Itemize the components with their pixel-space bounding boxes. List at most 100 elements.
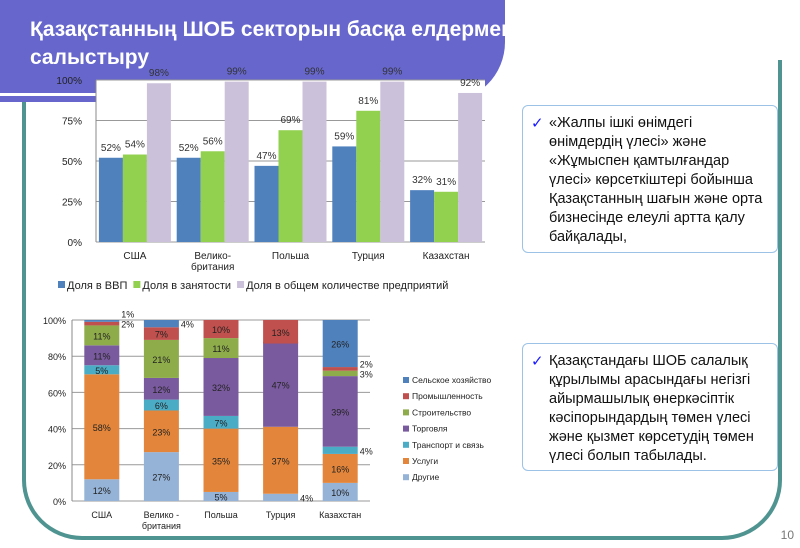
legend-swatch (403, 377, 409, 383)
legend-swatch (403, 458, 409, 464)
bar (254, 165, 279, 242)
stacked-segment (84, 374, 120, 480)
bar (122, 154, 147, 242)
legend-label: Доля в общем количестве предприятий (246, 280, 448, 292)
panel-2-text: Қазақстандағы ШОБ салалық құрылымы арасы… (549, 353, 754, 464)
stacked-segment (203, 415, 239, 429)
legend-label: Доля в занятости (142, 280, 231, 292)
stacked-segment (322, 453, 358, 483)
stacked-segment (203, 338, 239, 359)
bar (278, 130, 303, 242)
text-panel-1: ✓ «Жалпы ішкі өнімдегі өнімдердің үлесі»… (522, 105, 778, 253)
data-label: 4% (300, 493, 313, 503)
data-label: 21% (152, 355, 170, 365)
x-tick-label: Турция (352, 251, 385, 262)
data-label: 2% (360, 359, 373, 369)
data-label: 1% (121, 310, 134, 320)
data-label: 98% (149, 68, 169, 79)
data-label: 26% (331, 340, 349, 350)
legend-label: Транспорт и связь (412, 440, 485, 450)
legend-label: Торговля (412, 424, 448, 434)
stacked-segment (84, 365, 120, 375)
data-label: 5% (95, 366, 108, 376)
data-label: 92% (460, 78, 480, 89)
y-tick-label: 75% (62, 117, 82, 128)
stacked-segment (84, 320, 120, 322)
y-tick-label: 100% (56, 76, 82, 87)
bar (356, 110, 381, 242)
panel-1-text: «Жалпы ішкі өнімдегі өнімдердің үлесі» ж… (549, 115, 763, 245)
bar (224, 81, 249, 243)
x-tick-label: британия (142, 521, 181, 531)
stacked-segment (84, 321, 120, 326)
legend-swatch (237, 281, 245, 288)
data-label: 58% (93, 423, 111, 433)
data-label: 2% (121, 320, 134, 330)
bar (380, 81, 405, 243)
data-label: 3% (360, 369, 373, 379)
data-label: 99% (227, 67, 247, 78)
data-label: 56% (203, 136, 223, 147)
legend-swatch (403, 425, 409, 432)
data-label: 52% (101, 143, 121, 154)
data-label: 12% (152, 385, 170, 395)
data-label: 27% (152, 473, 170, 483)
data-label: 99% (382, 67, 402, 78)
bar (434, 191, 459, 242)
legend-label: Промышленность (412, 391, 483, 401)
bar (146, 83, 171, 243)
bar (458, 92, 483, 243)
data-label: 99% (304, 67, 324, 78)
data-label: 11% (93, 331, 110, 341)
legend-label: Доля в ВВП (67, 280, 127, 292)
stacked-segment (203, 491, 239, 501)
x-tick-label: США (91, 510, 112, 520)
bar (176, 157, 201, 242)
bar (98, 157, 123, 242)
data-label: 47% (256, 151, 276, 162)
data-label: 11% (212, 344, 229, 354)
slide-frame (22, 60, 782, 540)
stacked-segment (84, 345, 120, 366)
checkmark-icon: ✓ (531, 353, 544, 370)
y-tick-label: 0% (53, 497, 66, 507)
stacked-segment (263, 320, 299, 344)
data-label: 81% (358, 96, 378, 107)
legend-label: Услуги (412, 456, 438, 466)
data-label: 23% (152, 427, 170, 437)
x-tick-label: Казахстан (423, 251, 470, 262)
x-tick-label: Турция (266, 510, 296, 520)
y-tick-label: 100% (43, 316, 66, 326)
y-tick-label: 20% (48, 461, 66, 471)
data-label: 32% (212, 383, 230, 393)
slide-title: Қазақстанның ШОБ секторын басқа елдермен… (30, 18, 514, 69)
data-label: 7% (214, 418, 227, 428)
data-label: 12% (93, 486, 111, 496)
legend-label: Строительство (412, 407, 471, 417)
stacked-segment (143, 410, 179, 453)
checkmark-icon: ✓ (531, 115, 544, 132)
page-number: 10 (780, 528, 794, 542)
stacked-segment (263, 493, 299, 501)
data-label: 37% (272, 456, 290, 466)
bar (200, 151, 225, 242)
data-label: 6% (155, 401, 168, 411)
x-tick-label: Польша (204, 510, 237, 520)
y-tick-label: 40% (48, 425, 66, 435)
y-tick-label: 50% (62, 157, 82, 168)
stacked-segment (143, 452, 179, 501)
stacked-segment (322, 367, 358, 371)
stacked-segment (322, 482, 358, 501)
data-label: 32% (412, 175, 432, 186)
legend-swatch (403, 409, 409, 416)
data-label: 59% (334, 131, 354, 142)
stacked-segment (322, 376, 358, 447)
stacked-segment (263, 426, 299, 494)
x-tick-label: британия (191, 261, 234, 273)
legend-swatch (133, 281, 141, 288)
data-label: 47% (272, 380, 290, 390)
stacked-segment (322, 446, 358, 454)
data-label: 7% (155, 330, 168, 340)
stacked-segment (322, 370, 358, 377)
y-tick-label: 0% (68, 238, 83, 249)
